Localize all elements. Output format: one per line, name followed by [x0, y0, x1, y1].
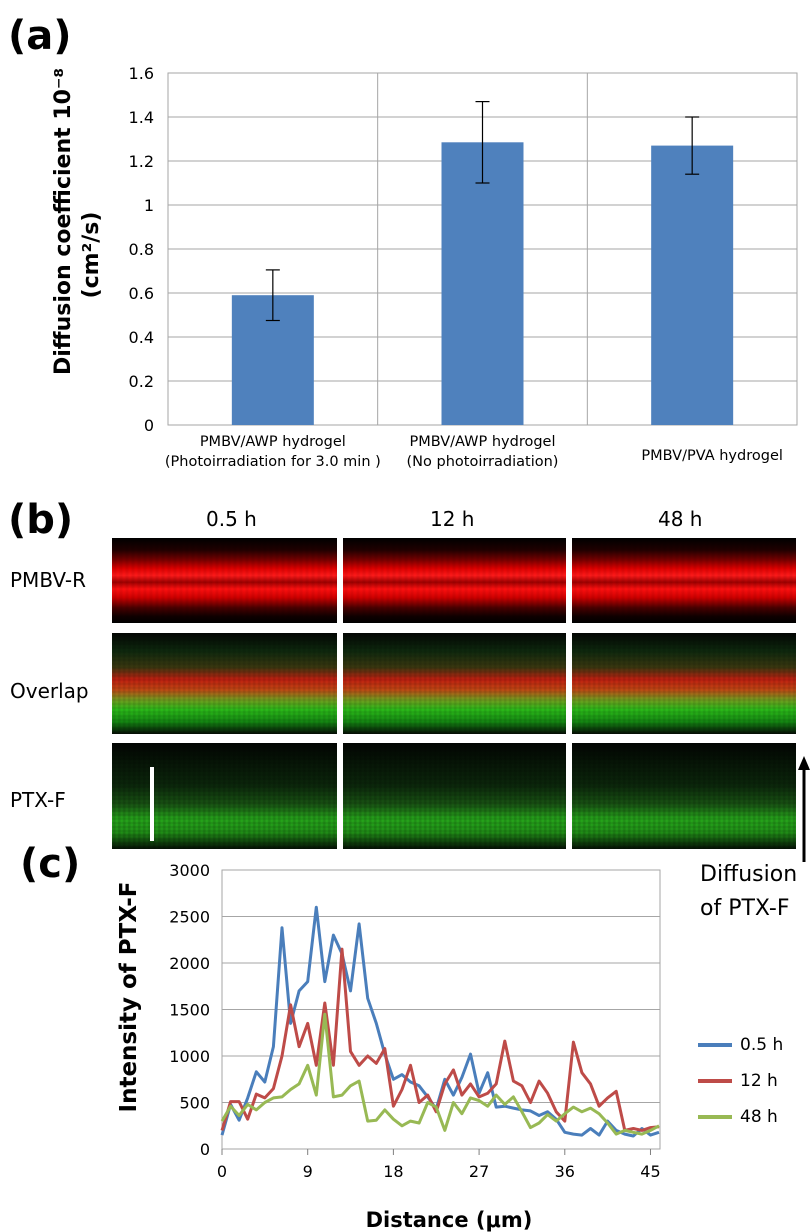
legend-label-0-5h: 0.5 h — [740, 1035, 784, 1055]
timepoint-label-0-5h: 0.5 h — [206, 507, 257, 531]
bar-chart: 0 0.2 0.4 0.6 0.8 1 1.2 1.4 1.6 PMBV/AWP hydrogel… — [129, 64, 798, 470]
image-ptx-f-48h — [572, 743, 796, 849]
line-xtick-label: 45 — [640, 1162, 660, 1181]
line-xtick-label: 36 — [555, 1162, 575, 1181]
image-ptx-f-12h — [343, 743, 566, 849]
image-pmbv-r-0-5h — [112, 538, 337, 623]
image-overlap-12h — [343, 633, 566, 734]
line-ytick-label: 1000 — [169, 1047, 210, 1066]
bar-category-label: (Photoirradiation for 3.0 min ) — [165, 454, 381, 470]
line-plot-frame — [221, 869, 661, 1150]
line-chart-xlabel: Distance (μm) — [366, 1208, 533, 1232]
series-line-48h — [220, 1012, 660, 1136]
bar-ytick-label: 0.4 — [129, 328, 154, 347]
image-overlap-48h — [572, 633, 796, 734]
row-label-ptx-f: PTX-F — [10, 788, 66, 812]
line-xtick-label: 9 — [303, 1162, 313, 1181]
legend-label-48h: 48 h — [740, 1107, 778, 1127]
side-note-line2: of PTX-F — [700, 896, 790, 921]
legend-item-12h: 12 h — [698, 1071, 778, 1091]
bar-category-label: PMBV/PVA hydrogel — [641, 448, 782, 464]
error-bar-1 — [265, 269, 280, 322]
legend-label-12h: 12 h — [740, 1071, 778, 1091]
bar-ytick-label: 0 — [144, 416, 154, 435]
legend-swatch-0-5h — [698, 1043, 732, 1047]
error-bar-3 — [685, 116, 700, 175]
timepoint-label-48h: 48 h — [658, 507, 703, 531]
bar-3 — [651, 145, 734, 425]
bar-2 — [441, 142, 524, 426]
line-chart: 0 500 1000 1500 2000 2500 3000 0 9 18 27 36 45 Distan… — [169, 861, 661, 1232]
panel-label-a: (a) — [8, 13, 72, 59]
legend-swatch-48h — [698, 1115, 732, 1119]
image-pmbv-r-48h — [572, 538, 796, 623]
bar-category-label: PMBV/AWP hydrogel — [409, 434, 555, 450]
line-xtick-label: 18 — [383, 1162, 403, 1181]
legend-item-0-5h: 0.5 h — [698, 1035, 783, 1055]
bar-ytick-label: 0.8 — [129, 240, 154, 259]
bar-ytick-label: 0.2 — [129, 372, 154, 391]
scale-bar — [150, 767, 154, 841]
image-ptx-f-0-5h — [112, 743, 337, 849]
bar-ytick-label: 0.6 — [129, 284, 154, 303]
line-ytick-label: 2000 — [169, 954, 210, 973]
line-ytick-label: 2500 — [169, 908, 210, 927]
image-pmbv-r-12h — [343, 538, 566, 623]
row-label-overlap: Overlap — [10, 679, 89, 703]
timepoint-label-12h: 12 h — [430, 507, 475, 531]
line-ytick-label: 3000 — [169, 861, 210, 880]
bar-category-label: (No photoirradiation) — [407, 454, 559, 470]
legend-swatch-12h — [698, 1079, 732, 1083]
bar-ytick-label: 1.4 — [129, 108, 154, 127]
line-ytick-label: 1500 — [169, 1001, 210, 1020]
line-ytick-label: 500 — [179, 1094, 210, 1113]
panel-label-c: (c) — [20, 841, 81, 887]
diffusion-arrow-icon — [798, 756, 810, 862]
legend-item-48h: 48 h — [698, 1107, 778, 1127]
bar-ytick-label: 1.6 — [129, 64, 154, 83]
error-bar-2 — [475, 100, 490, 184]
bar-ytick-label: 1.2 — [129, 152, 154, 171]
row-label-pmbv-r: PMBV-R — [10, 568, 87, 592]
line-xtick-label: 27 — [469, 1162, 489, 1181]
panel-label-b: (b) — [8, 497, 74, 543]
bar-category-label: PMBV/AWP hydrogel — [200, 434, 346, 450]
line-ytick-label: 0 — [200, 1140, 210, 1159]
image-overlap-0-5h — [112, 633, 337, 734]
line-xtick-label: 0 — [217, 1162, 227, 1181]
bar-ytick-label: 1 — [144, 196, 154, 215]
side-note: Diffusion of PTX-F — [700, 858, 797, 926]
series-line-12h — [220, 947, 660, 1132]
side-note-line1: Diffusion — [700, 862, 798, 887]
